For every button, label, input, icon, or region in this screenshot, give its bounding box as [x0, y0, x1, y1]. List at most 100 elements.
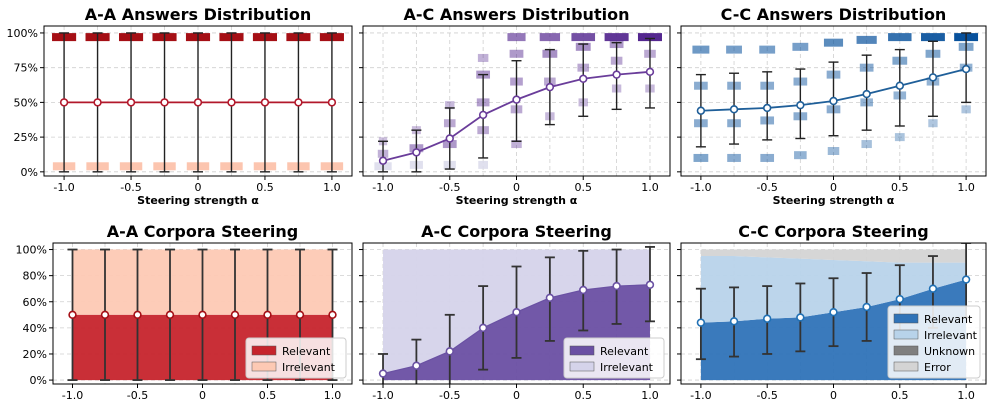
legend-swatch	[893, 361, 919, 372]
distribution-block	[928, 119, 938, 128]
x-axis-label: Steering strength α	[137, 194, 259, 207]
y-tick-label: 0%	[30, 374, 47, 387]
series-point	[762, 314, 772, 323]
x-tick-label: -0.5	[439, 389, 460, 402]
series-point	[328, 310, 337, 320]
legend-label: Unknown	[924, 345, 975, 358]
series-point	[829, 96, 838, 106]
y-tick-label: 50%	[14, 96, 38, 109]
series-point	[512, 95, 521, 104]
series-point	[230, 310, 240, 320]
area-error	[700, 249, 967, 263]
x-tick-label: -0.5	[120, 181, 141, 194]
series-point	[696, 318, 706, 327]
series-point	[412, 361, 421, 370]
distribution-block	[604, 33, 629, 42]
series-point	[198, 310, 207, 320]
x-tick-label: 0.5	[891, 181, 909, 194]
legend-swatch	[893, 329, 919, 340]
chart-panel-5: A-C Corpora Steering -1.0 -0.5 0 0.5 1.0 Relev…	[359, 222, 671, 402]
x-tick-label: 1.0	[641, 181, 659, 194]
x-tick-label: -0.5	[439, 181, 460, 194]
x-tick-label: 0	[513, 181, 520, 194]
distribution-block	[539, 33, 561, 42]
x-tick-label: 0	[195, 181, 202, 194]
series-point	[796, 100, 805, 110]
legend-label: Relevant	[600, 345, 649, 358]
x-tick-label: 0	[513, 389, 520, 402]
legend-swatch	[893, 345, 919, 356]
series-point	[327, 98, 337, 107]
distribution-block	[507, 33, 526, 42]
series-point	[928, 284, 938, 293]
legend-label: Relevant	[282, 345, 331, 358]
plot-area	[681, 26, 986, 176]
x-tick-label: 1.0	[324, 389, 342, 402]
x-tick-label: -1.0	[372, 389, 393, 402]
plot-area	[44, 26, 352, 176]
x-tick-label: 0	[830, 389, 837, 402]
series-point	[160, 98, 169, 107]
y-tick-label: 20%	[23, 348, 47, 361]
series-point	[260, 98, 270, 107]
series-point	[263, 310, 272, 320]
series-point	[862, 89, 871, 99]
distribution-block	[760, 153, 775, 162]
chart-title: C-C Answers Distribution	[721, 5, 947, 24]
x-tick-label: 1.0	[323, 181, 341, 194]
series-point	[294, 98, 303, 107]
series-point	[100, 310, 110, 320]
y-tick-label: 100%	[16, 244, 47, 257]
legend-swatch	[893, 313, 919, 324]
series-point	[645, 280, 655, 289]
x-tick-label: -1.0	[53, 181, 74, 194]
distribution-block	[478, 160, 488, 169]
x-tick-label: -1.0	[372, 181, 393, 194]
distribution-block	[726, 45, 742, 54]
chart-panel-6: C-C Corpora Steering -1.0 -0.5 0 0.5 1.0 Relev…	[677, 222, 987, 402]
legend: Relevant Irrelevant	[563, 337, 665, 379]
chart-title: A-A Answers Distribution	[85, 5, 312, 24]
x-tick-label: 0	[830, 181, 837, 194]
series-point	[193, 98, 203, 107]
legend-swatch	[569, 345, 595, 356]
series-point	[478, 323, 488, 333]
legend-label: Irrelevant	[600, 361, 654, 374]
x-tick-label: -0.5	[756, 389, 777, 402]
legend-label: Error	[924, 361, 951, 374]
distribution-block	[861, 140, 872, 149]
series-point	[378, 156, 388, 165]
y-tick-label: 0%	[21, 166, 38, 179]
series-point	[378, 369, 388, 378]
series-point	[59, 98, 69, 107]
x-tick-label: 1.0	[957, 181, 975, 194]
distribution-block	[921, 33, 945, 42]
distribution-block	[571, 33, 596, 42]
chart-panel-1: A-A Answers Distribution -1.0 -0.5 0 0.5 1.0 S…	[7, 5, 353, 207]
series-point	[696, 106, 706, 115]
x-tick-label: 1.0	[641, 389, 659, 402]
distribution-block	[894, 133, 905, 142]
distribution-block	[961, 105, 971, 114]
x-tick-label: 0.5	[891, 389, 909, 402]
series-point	[928, 73, 938, 82]
series-point	[93, 98, 102, 107]
distribution-block	[794, 151, 807, 160]
series-point	[729, 105, 739, 114]
series-point	[895, 294, 905, 304]
legend-swatch	[251, 361, 277, 372]
x-tick-label: 1.0	[957, 389, 975, 402]
series-point	[612, 70, 621, 79]
distribution-block	[727, 153, 741, 162]
series-point	[545, 82, 555, 92]
series-point	[612, 281, 621, 291]
distribution-block	[823, 38, 844, 47]
x-tick-label: 0	[199, 389, 206, 402]
series-point	[645, 67, 655, 77]
series-point	[796, 313, 805, 322]
chart-title: A-A Corpora Steering	[107, 222, 298, 241]
chart-panel-4: A-A Corpora Steering -1.0 -0.5 0 0.5 1.0 0% 20%…	[16, 222, 353, 402]
distribution-block	[692, 45, 710, 54]
chart-title: A-C Corpora Steering	[421, 222, 612, 241]
